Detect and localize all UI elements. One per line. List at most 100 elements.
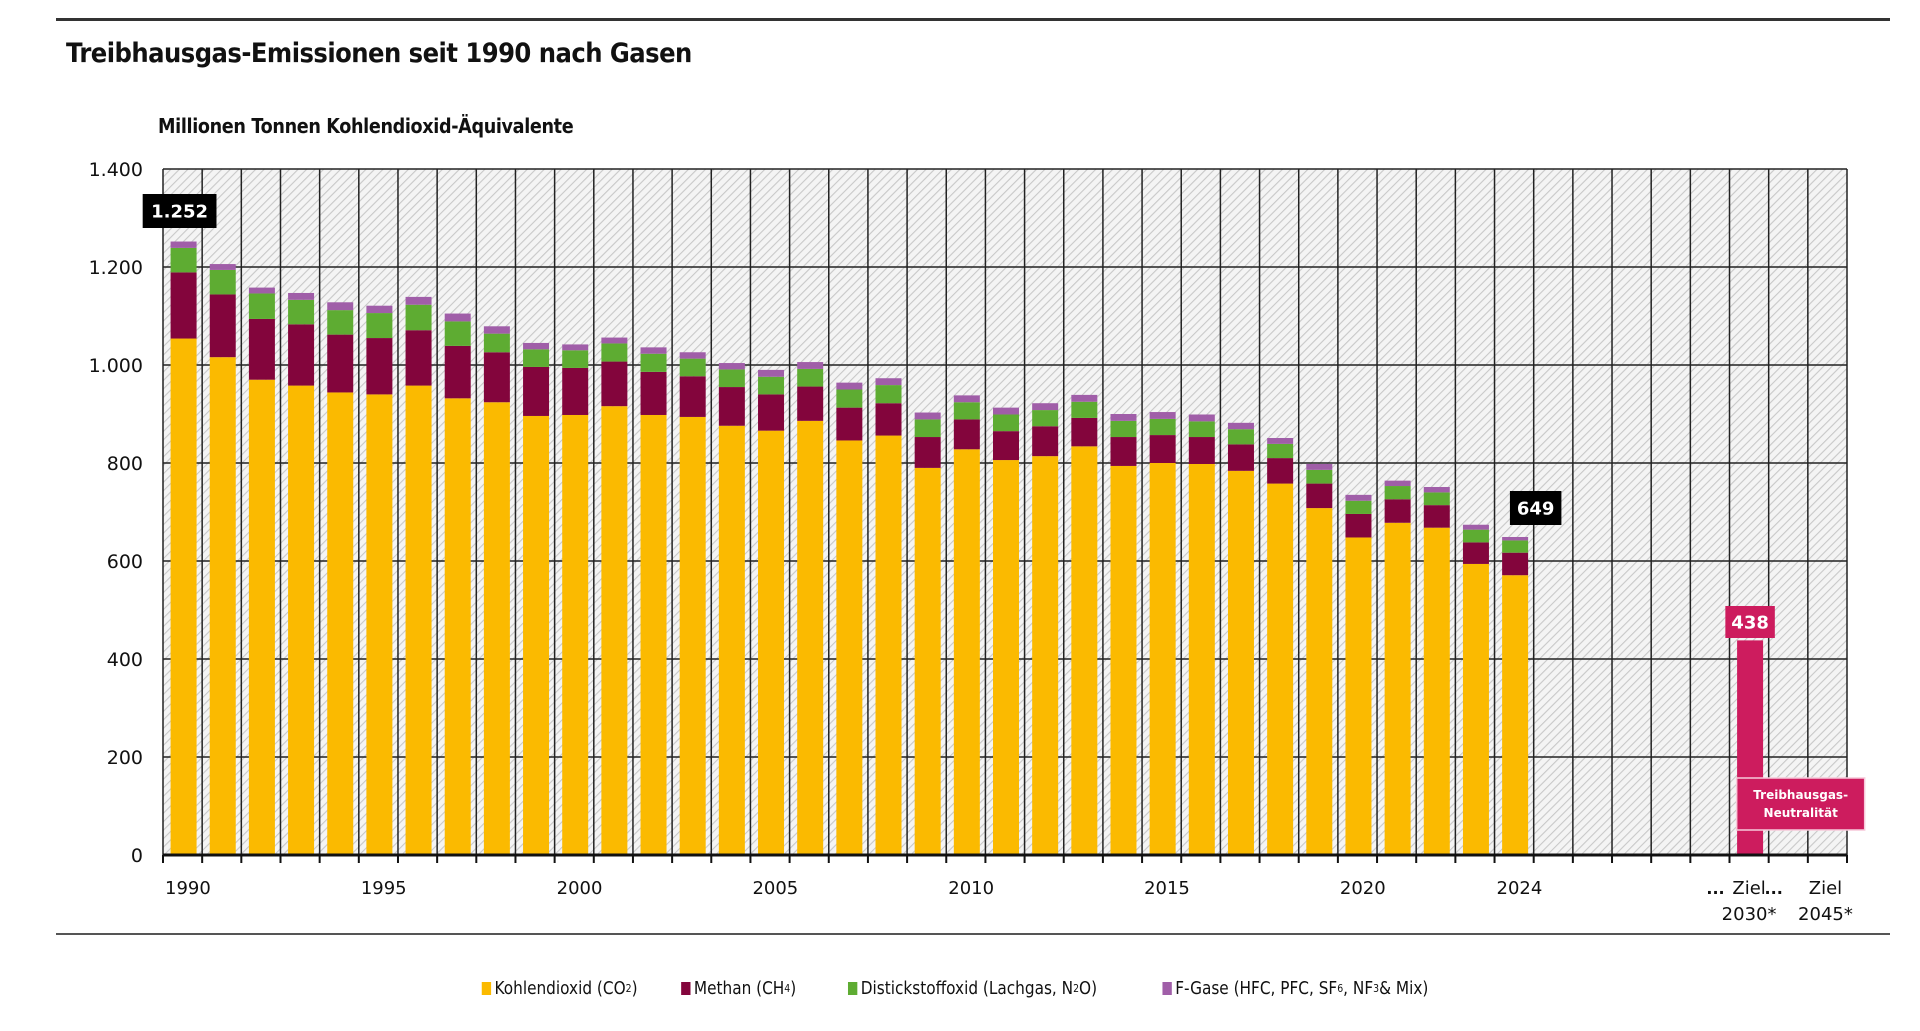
y-axis-unit-label: Millionen Tonnen Kohlendioxid-Äquivalent…	[158, 114, 574, 138]
bar-segment-fgase	[1306, 463, 1333, 470]
legend-item-n2o: Distickstoffoxid (Lachgas, N 2 O)	[848, 978, 1097, 999]
bar-segment-n2o	[1384, 486, 1411, 500]
bar-segment-n2o	[1071, 401, 1098, 418]
bar-segment-co2	[523, 415, 550, 855]
bar-segment-ch4	[327, 334, 354, 393]
legend-subscript: 6	[1337, 982, 1344, 995]
bar-segment-ch4	[797, 386, 824, 421]
bar-segment-co2	[1032, 456, 1059, 855]
bar-segment-co2	[875, 435, 902, 855]
bar-segment-fgase	[1071, 394, 1098, 402]
bar-segment-n2o	[209, 269, 236, 295]
legend-label-tail: O)	[1079, 978, 1098, 999]
legend-label: Methan (CH	[693, 978, 785, 999]
bar-segment-n2o	[836, 389, 863, 408]
x-tick-label: 1990	[165, 878, 211, 899]
bar-segment-n2o	[1502, 540, 1529, 553]
bar-segment-ch4	[405, 330, 432, 386]
legend-subscript: 4	[784, 982, 791, 995]
legend-subscript: 3	[1373, 982, 1380, 995]
bar-segment-ch4	[1110, 437, 1137, 466]
bar-segment-ch4	[718, 387, 745, 426]
bar-segment-fgase	[797, 362, 824, 369]
bar-segment-fgase	[209, 264, 236, 270]
legend-label-tail: & Mix)	[1379, 978, 1429, 999]
bar-segment-n2o	[1423, 492, 1450, 506]
bar-segment-co2	[1110, 465, 1137, 855]
bar-segment-n2o	[483, 333, 510, 353]
bar-segment-n2o	[170, 247, 197, 273]
bar-segment-n2o	[718, 369, 745, 388]
bar-segment-ch4	[1188, 437, 1215, 464]
bar-segment-co2	[640, 414, 667, 855]
bar-segment-co2	[1227, 470, 1254, 855]
bar-segment-fgase	[444, 313, 471, 322]
legend-label-tail: )	[631, 978, 638, 999]
x-tick-label: 2010	[948, 878, 994, 899]
bar-segment-n2o	[1110, 420, 1137, 438]
bar-segment-ch4	[1345, 513, 1372, 538]
bar-segment-ch4	[1149, 435, 1176, 463]
target-2030-value-label-box	[1725, 606, 1775, 638]
bar-segment-ch4	[1462, 542, 1489, 564]
legend-label-tail: , NF	[1343, 978, 1374, 999]
bar-segment-co2	[170, 338, 197, 855]
bar-segment-fgase	[405, 296, 432, 305]
bar-segment-ch4	[523, 366, 550, 416]
bar-segment-co2	[1267, 483, 1294, 855]
bar-segment-n2o	[679, 358, 706, 377]
bar-segment-fgase	[248, 287, 275, 294]
legend-subscript: 2	[1073, 982, 1080, 995]
bar-segment-fgase	[170, 241, 197, 248]
legend-swatch-fgase	[1162, 982, 1173, 995]
y-tick-label: 800	[107, 453, 143, 475]
bar-segment-co2	[327, 392, 354, 855]
y-tick-label: 200	[107, 747, 143, 769]
bar-segment-ch4	[953, 419, 980, 450]
bar-segment-co2	[1384, 522, 1411, 855]
x-tick-label: 1995	[361, 878, 407, 899]
bar-segment-fgase	[601, 337, 628, 344]
bar-segment-n2o	[953, 402, 980, 420]
bar-segment-ch4	[1227, 444, 1254, 471]
bar-segment-fgase	[758, 369, 785, 377]
bar-segment-fgase	[1032, 403, 1059, 411]
bar-segment-fgase	[1384, 480, 1411, 487]
total-label-2024: 649	[1509, 491, 1562, 525]
bar-segment-fgase	[914, 412, 941, 420]
bar-segment-ch4	[1423, 505, 1450, 528]
bar-segment-co2	[1149, 463, 1176, 855]
bar-segment-co2	[288, 385, 315, 855]
legend-swatch-co2	[481, 982, 491, 995]
bar-segment-n2o	[248, 293, 275, 319]
bar-segment-co2	[718, 425, 745, 855]
legend-item-ch4: Methan (CH 4)	[681, 978, 796, 999]
bar-segment-fgase	[327, 302, 354, 311]
total-label-1990-text: 1.252	[151, 201, 208, 222]
bar-segment-n2o	[405, 304, 432, 331]
y-tick-label: 600	[107, 551, 143, 573]
bar-segment-ch4	[993, 431, 1019, 461]
bar-segment-fgase	[1110, 414, 1137, 421]
bar-segment-fgase	[288, 292, 315, 300]
x-tick-label: 2005	[752, 878, 798, 899]
axes	[162, 853, 1848, 863]
bar-segment-fgase	[1423, 487, 1450, 493]
legend-label: Kohlendioxid (CO	[494, 978, 626, 999]
bottom-rule	[56, 933, 1890, 935]
neutrality-text-line2: Neutralität	[1764, 806, 1839, 820]
labels: 0 200 400 600 800 1.000 1.200 1.400 1990 1995 2000…	[89, 159, 1866, 925]
bar-segment-fgase	[1227, 422, 1254, 430]
bar-segment-co2	[993, 460, 1019, 855]
bar-segment-n2o	[444, 321, 471, 346]
x-tick-label: 2000	[557, 878, 603, 899]
bar-segment-co2	[444, 398, 471, 855]
bar-segment-co2	[483, 402, 510, 855]
bar-segment-n2o	[1462, 529, 1489, 543]
bar-segment-ch4	[601, 361, 628, 407]
bar-segment-co2	[1071, 446, 1098, 855]
bar-segment-co2	[1502, 575, 1529, 855]
bar-segment-fgase	[523, 342, 550, 350]
bar-segment-n2o	[758, 376, 785, 395]
